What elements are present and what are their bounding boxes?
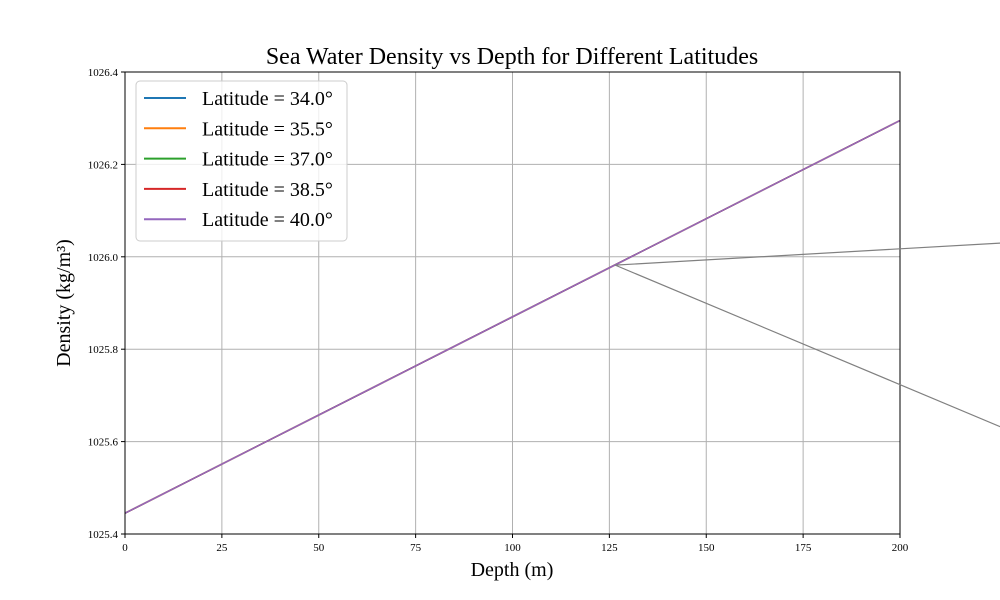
- chart-title: Sea Water Density vs Depth for Different…: [266, 44, 758, 70]
- x-tick-label: 75: [410, 542, 422, 554]
- legend-label: Latitude = 40.0°: [202, 209, 333, 231]
- axis-ticks: 0 25 50 75 100 125 150 175 200 1025.4 1025.6 1025.8…: [88, 67, 909, 554]
- y-tick-label: 1026.0: [88, 252, 119, 264]
- legend-box: [135, 80, 348, 242]
- legend: Latitude = 34.0° Latitude = 35.5° Latitude…: [135, 80, 348, 242]
- y-tick-label: 1025.8: [88, 344, 119, 356]
- x-tick-label: 150: [698, 542, 715, 554]
- x-tick-label: 125: [601, 542, 618, 554]
- y-tick-label: 1025.6: [88, 437, 119, 449]
- legend-label: Latitude = 38.5°: [202, 179, 333, 201]
- legend-label: Latitude = 37.0°: [202, 149, 333, 171]
- annotation-line-1: [615, 242, 1000, 266]
- series-line-5: [124, 119, 901, 514]
- annotation-lines: [614, 242, 1000, 428]
- x-tick-label: 200: [892, 542, 909, 554]
- series-lines: [124, 119, 901, 514]
- y-axis-label: Density (kg/m³): [53, 239, 75, 367]
- x-tick-label: 175: [795, 542, 812, 554]
- legend-label: Latitude = 35.5°: [202, 118, 333, 140]
- x-tick-label: 0: [122, 542, 128, 554]
- x-tick-label: 25: [216, 542, 228, 554]
- annotation-line-2: [614, 264, 1000, 428]
- y-tick-label: 1026.2: [88, 159, 118, 171]
- y-tick-label: 1026.4: [88, 67, 119, 79]
- legend-label: Latitude = 34.0°: [202, 88, 333, 110]
- x-axis-label: Depth (m): [471, 559, 554, 581]
- y-tick-label: 1025.4: [88, 529, 119, 541]
- x-tick-label: 50: [313, 542, 325, 554]
- x-tick-label: 100: [504, 542, 521, 554]
